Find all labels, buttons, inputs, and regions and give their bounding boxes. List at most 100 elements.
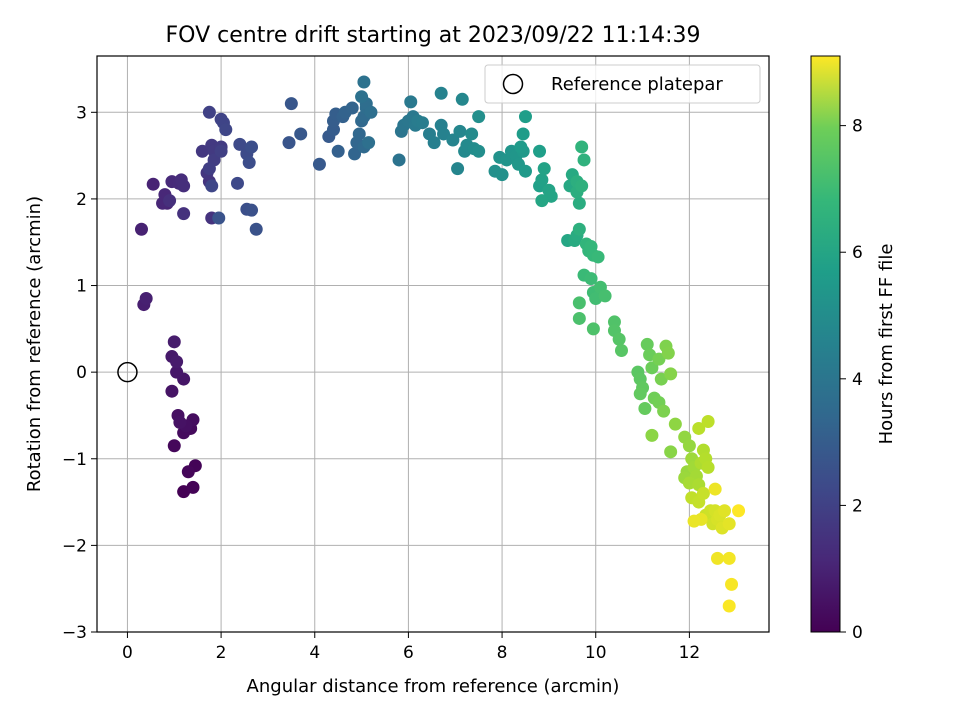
data-point xyxy=(242,156,256,170)
y-tick-label: −1 xyxy=(62,450,87,470)
data-point xyxy=(233,137,247,151)
data-point xyxy=(181,465,195,479)
legend-reference-marker xyxy=(502,73,524,95)
colorbar-tick-label: 8 xyxy=(852,117,863,137)
y-tick-label: 2 xyxy=(76,190,87,210)
legend: Reference platepar xyxy=(484,64,761,104)
colorbar-frame xyxy=(810,55,841,633)
data-point xyxy=(357,75,371,89)
colorbar-ticks: 0 2 4 6 8 xyxy=(840,117,863,643)
data-point xyxy=(177,179,191,193)
x-tick-label: 0 xyxy=(122,643,133,663)
data-point xyxy=(437,127,451,141)
data-point xyxy=(186,480,200,494)
colorbar-label: Hours from first FF file xyxy=(876,244,897,445)
data-point xyxy=(614,343,628,357)
data-point xyxy=(518,110,532,124)
colorbar-tick-label: 6 xyxy=(852,243,863,263)
legend-box xyxy=(484,64,761,104)
data-point xyxy=(362,136,376,150)
data-points xyxy=(134,75,746,613)
data-point xyxy=(195,144,209,158)
x-tick-label: 6 xyxy=(403,643,414,663)
data-point xyxy=(575,179,589,193)
data-point xyxy=(284,97,298,111)
data-point xyxy=(427,136,441,150)
data-point xyxy=(572,296,586,310)
data-point xyxy=(202,105,216,119)
data-point xyxy=(146,177,160,191)
data-point xyxy=(575,140,589,154)
data-point xyxy=(584,272,598,286)
data-point xyxy=(282,136,296,150)
data-point xyxy=(392,153,406,167)
data-point xyxy=(170,365,184,379)
data-point xyxy=(219,123,233,137)
data-point xyxy=(214,144,228,158)
data-point xyxy=(348,147,362,161)
data-point xyxy=(404,95,418,109)
data-point xyxy=(710,551,724,565)
x-tick-label: 12 xyxy=(679,643,701,663)
data-point xyxy=(294,127,308,141)
data-point xyxy=(722,599,736,613)
data-point xyxy=(446,133,460,147)
data-point xyxy=(640,337,654,351)
data-point xyxy=(170,355,184,369)
data-point xyxy=(668,417,682,431)
data-point xyxy=(514,140,528,154)
x-tick-label: 4 xyxy=(309,643,320,663)
data-point xyxy=(696,486,710,500)
data-point xyxy=(451,162,465,176)
data-point xyxy=(692,421,706,435)
y-tick-label: 3 xyxy=(76,103,87,123)
data-point xyxy=(212,211,226,225)
data-point xyxy=(701,415,715,429)
data-point xyxy=(415,116,429,130)
x-axis-label: Angular distance from reference (arcmin) xyxy=(247,676,620,697)
data-point xyxy=(537,162,551,176)
data-point xyxy=(533,144,547,158)
data-point xyxy=(586,322,600,336)
data-point xyxy=(725,577,739,591)
y-axis-ticks: −3 −2 −1 0 1 2 3 xyxy=(62,103,97,643)
data-point xyxy=(495,168,509,182)
data-point xyxy=(331,144,345,158)
data-point xyxy=(139,292,153,306)
data-point xyxy=(472,110,486,124)
data-point xyxy=(167,439,181,453)
reference-platepar-marker xyxy=(117,361,138,383)
y-tick-label: 0 xyxy=(76,363,87,383)
data-point xyxy=(657,404,671,418)
colorbar-tick-label: 4 xyxy=(852,370,863,390)
colorbar-tick-label: 0 xyxy=(852,623,863,643)
data-point xyxy=(245,140,259,154)
data-point xyxy=(722,517,736,531)
data-point xyxy=(465,127,479,141)
data-point xyxy=(572,311,586,325)
data-point xyxy=(518,164,532,178)
data-point xyxy=(535,194,549,208)
data-point xyxy=(535,173,549,187)
y-tick-label: −2 xyxy=(62,536,87,556)
data-point xyxy=(345,101,359,115)
y-axis-label: Rotation from reference (arcmin) xyxy=(24,196,45,492)
data-point xyxy=(591,250,605,264)
data-point xyxy=(638,402,652,416)
data-point xyxy=(205,179,219,193)
data-point xyxy=(134,222,148,236)
data-point xyxy=(249,222,263,236)
x-tick-label: 10 xyxy=(585,643,607,663)
data-point xyxy=(687,514,701,528)
x-tick-label: 8 xyxy=(497,643,508,663)
data-point xyxy=(167,335,181,349)
data-point xyxy=(598,289,612,303)
data-point xyxy=(661,346,675,360)
x-axis-ticks: 0 2 4 6 8 10 12 xyxy=(122,632,700,663)
data-point xyxy=(572,222,586,236)
y-tick-label: −3 xyxy=(62,623,87,643)
chart-title: FOV centre drift starting at 2023/09/22 … xyxy=(166,23,701,48)
grid-lines xyxy=(97,56,769,633)
data-point xyxy=(165,384,179,398)
data-point xyxy=(434,86,448,100)
